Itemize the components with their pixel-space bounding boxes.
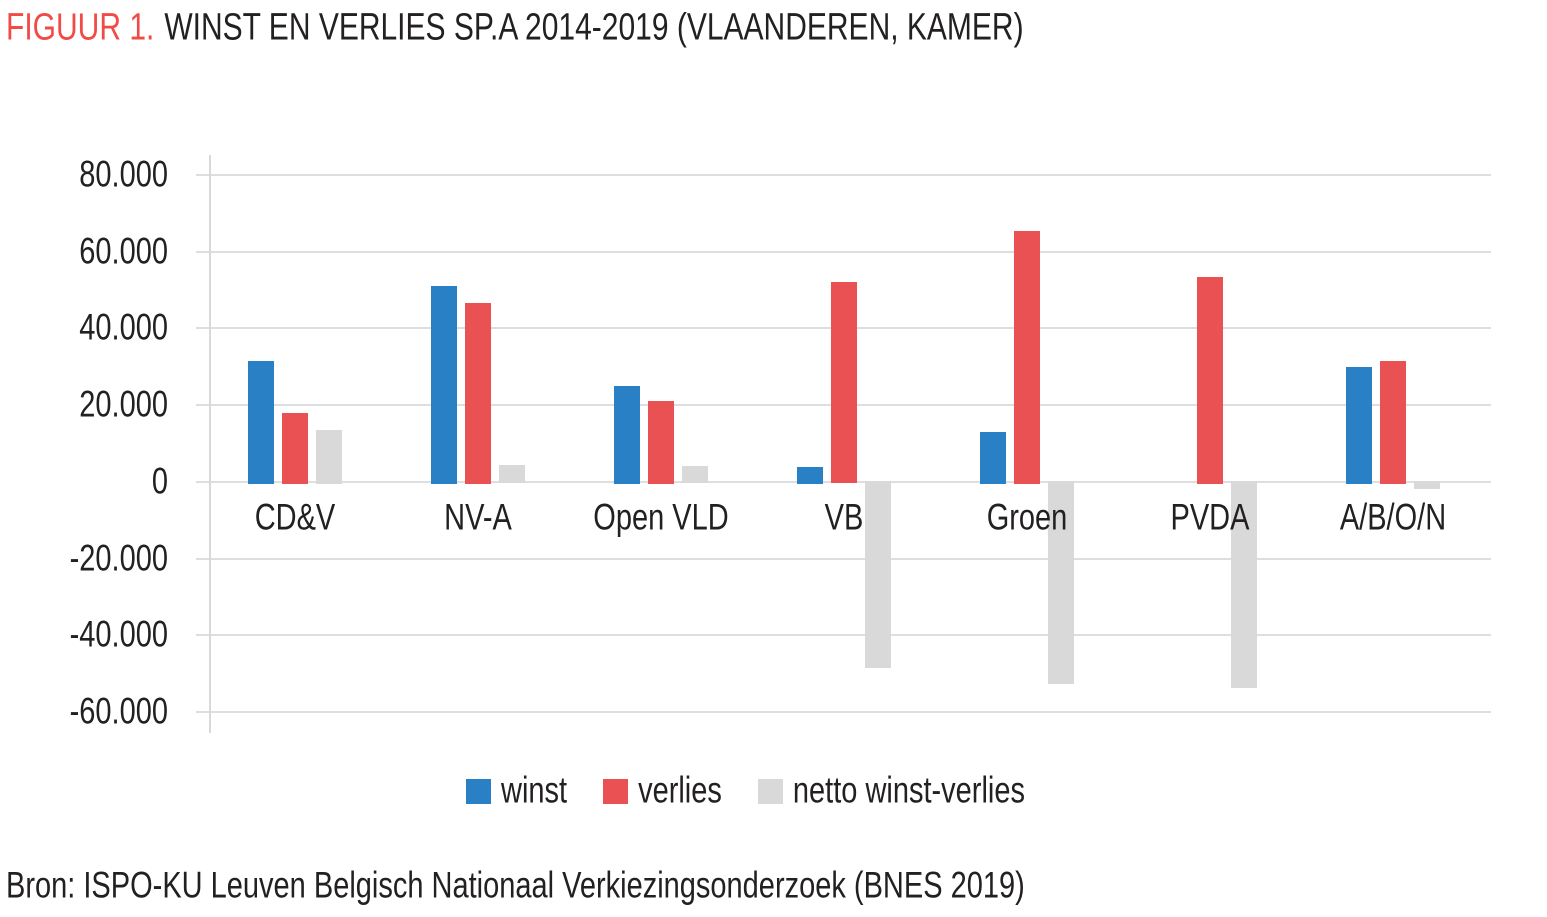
y-axis-tick-label: 80.000 xyxy=(18,153,168,197)
bar-verlies-NVA xyxy=(465,303,491,484)
y-axis-tick-text: 80.000 xyxy=(79,154,168,196)
y-axis-tick-label: 0 xyxy=(18,460,168,504)
legend-label: verlies xyxy=(638,770,722,811)
legend-label-text: verlies xyxy=(638,770,722,811)
bar-winst-CDV xyxy=(248,361,274,484)
bar-verlies-Groen xyxy=(1014,231,1040,484)
legend-item-verlies: verlies xyxy=(603,770,722,811)
source-note: Bron: ISPO-KU Leuven Belgisch Nationaal … xyxy=(6,864,1025,908)
legend-swatch-netto-winst-verlies xyxy=(757,778,783,804)
legend-item-winst: winst xyxy=(466,770,567,811)
bar-chart-plot-area: 80.000 60.000 40.000 20.000 0 -20.000 -40.000 -… xyxy=(18,153,1503,734)
bar-netto-winst-verlies-CDV xyxy=(316,430,342,484)
bar-netto-winst-verlies-ABON xyxy=(1414,481,1440,489)
figure-title: FIGUUR 1. WINST EN VERLIES SP.A 2014-2019… xyxy=(6,6,1024,50)
bar-netto-winst-verlies-Groen xyxy=(1048,481,1074,684)
bar-winst-Groen xyxy=(980,432,1006,484)
y-axis-tick-text: 0 xyxy=(151,461,168,503)
x-axis-category-text: Groen xyxy=(986,497,1068,539)
legend-swatch-verlies xyxy=(603,778,629,804)
y-axis-tick-text: -60.000 xyxy=(69,691,168,733)
gridline--20.000 xyxy=(196,558,1491,560)
gridline-60.000 xyxy=(196,251,1491,253)
x-axis-category-text: CD&V xyxy=(254,497,336,539)
y-axis-tick-label: -40.000 xyxy=(18,613,168,657)
legend-swatch-winst xyxy=(466,778,491,804)
legend-item-netto-winst-verlies: netto winst-verlies xyxy=(757,770,1025,811)
x-axis-category-label: Groen xyxy=(917,498,1137,539)
figure-title-text: WINST EN VERLIES SP.A 2014-2019 (VLAANDE… xyxy=(164,6,1024,49)
bar-verlies-OpenVLD xyxy=(648,401,674,484)
source-note-text: Bron: ISPO-KU Leuven Belgisch Nationaal … xyxy=(6,865,1025,907)
x-axis-category-text: A/B/O/N xyxy=(1339,497,1447,539)
y-axis-line xyxy=(209,155,211,733)
chart-legend: winst verlies netto winst-verlies xyxy=(466,769,1025,813)
x-axis-category-text: NV-A xyxy=(444,497,512,539)
bar-verlies-CDV xyxy=(282,413,308,484)
legend-label: netto winst-verlies xyxy=(793,770,1025,811)
x-axis-category-label: PVDA xyxy=(1100,498,1320,539)
bar-verlies-PVDA xyxy=(1197,277,1223,484)
legend-label-text: netto winst-verlies xyxy=(792,770,1025,811)
x-axis-category-label: NV-A xyxy=(368,498,588,539)
x-axis-category-label: A/B/O/N xyxy=(1283,498,1503,539)
y-axis-tick-text: -20.000 xyxy=(69,538,168,580)
y-axis-tick-label: 60.000 xyxy=(18,230,168,274)
y-axis-tick-label: 20.000 xyxy=(18,383,168,427)
bar-winst-OpenVLD xyxy=(614,386,640,484)
bar-verlies-VB xyxy=(831,282,857,483)
bar-winst-VB xyxy=(797,467,823,484)
bar-netto-winst-verlies-OpenVLD xyxy=(682,466,708,483)
y-axis-tick-text: -40.000 xyxy=(69,614,168,656)
x-axis-category-text: VB xyxy=(824,497,864,539)
figure-number-label: FIGUUR 1. xyxy=(6,6,155,49)
x-axis-category-label: Open VLD xyxy=(551,498,771,539)
y-axis-tick-text: 60.000 xyxy=(79,231,168,273)
bar-winst-ABON xyxy=(1346,367,1372,484)
legend-label: winst xyxy=(501,770,567,811)
bar-netto-winst-verlies-PVDA xyxy=(1231,481,1257,688)
y-axis-tick-text: 20.000 xyxy=(79,384,168,426)
bar-netto-winst-verlies-NVA xyxy=(499,465,525,483)
y-axis-tick-label: 40.000 xyxy=(18,306,168,350)
gridline--60.000 xyxy=(196,711,1491,713)
legend-label-text: winst xyxy=(501,770,568,811)
gridline--40.000 xyxy=(196,634,1491,636)
x-axis-category-text: Open VLD xyxy=(593,497,729,539)
x-axis-category-label: CD&V xyxy=(185,498,405,539)
bar-winst-NVA xyxy=(431,286,457,484)
y-axis-tick-label: -60.000 xyxy=(18,690,168,734)
gridline-80.000 xyxy=(196,174,1491,176)
x-axis-category-text: PVDA xyxy=(1170,497,1250,539)
x-axis-category-label: VB xyxy=(734,498,954,539)
bar-verlies-ABON xyxy=(1380,361,1406,484)
bar-netto-winst-verlies-VB xyxy=(865,481,891,668)
y-axis-tick-label: -20.000 xyxy=(18,537,168,581)
y-axis-tick-text: 40.000 xyxy=(79,307,168,349)
